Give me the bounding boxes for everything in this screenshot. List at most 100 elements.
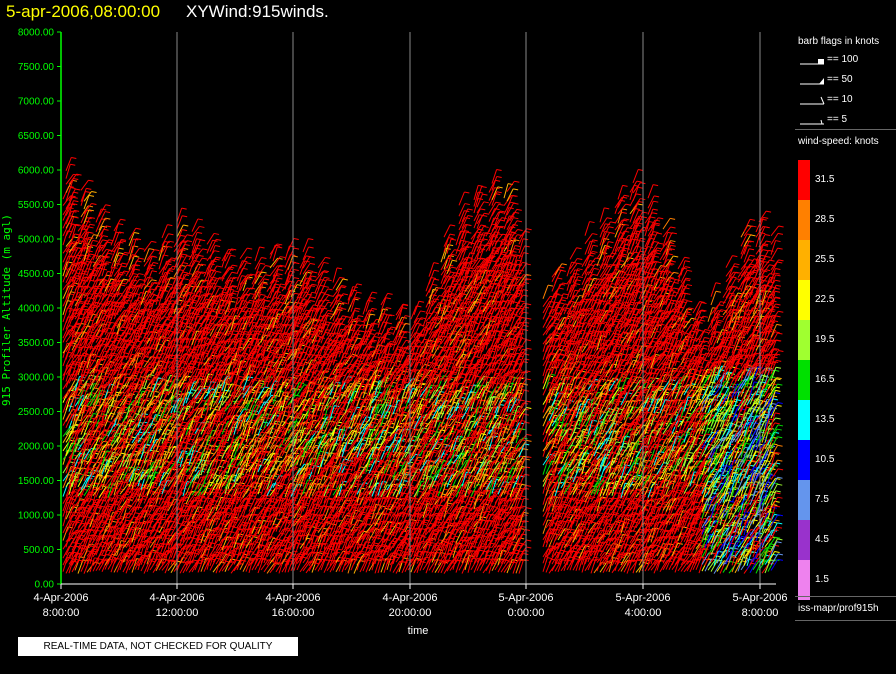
wind-barb-flag — [216, 265, 222, 268]
wind-barb-flag — [111, 429, 117, 432]
wind-barb — [83, 438, 91, 452]
wind-barb-flag — [186, 234, 193, 237]
wind-barb — [104, 541, 111, 556]
wind-barb — [107, 332, 115, 346]
wind-barb-flag — [153, 261, 159, 264]
wind-barb-flag — [183, 247, 189, 250]
wind-barb-flag — [98, 292, 105, 295]
wind-barb — [113, 544, 122, 557]
wind-barb — [101, 475, 108, 490]
wind-barb-flag — [139, 247, 145, 250]
wind-barb — [68, 224, 75, 239]
wind-barb — [110, 446, 118, 460]
wind-barb — [89, 295, 97, 309]
wind-barb — [116, 540, 122, 556]
wind-barb-flag — [206, 497, 213, 500]
wind-barb — [107, 359, 115, 373]
wind-barb — [83, 304, 92, 316]
wind-barb — [80, 421, 87, 435]
wind-barb — [68, 553, 77, 565]
wind-barb-flag — [72, 196, 78, 199]
wind-barb — [80, 433, 89, 445]
wind-barb — [86, 306, 93, 321]
wind-barb — [89, 557, 95, 573]
wind-barb-flag — [89, 216, 95, 219]
wind-barb-flag — [213, 232, 220, 235]
wind-barb — [92, 330, 101, 343]
wind-barb — [86, 234, 94, 247]
wind-barb — [77, 507, 85, 520]
wind-barb — [92, 499, 101, 512]
wind-barb — [77, 384, 86, 396]
wind-barb-flag — [116, 254, 122, 257]
wind-barb-flag — [134, 255, 140, 258]
wind-barb-flag — [216, 285, 222, 288]
wind-barb — [104, 396, 110, 412]
wind-barb — [77, 397, 85, 411]
wind-barb-flag — [167, 224, 173, 227]
wind-barb — [89, 401, 97, 415]
wind-barb — [98, 475, 105, 490]
wind-barb-flag — [94, 512, 100, 515]
wind-barb — [95, 506, 102, 520]
wind-barb — [62, 325, 70, 339]
wind-barb — [71, 247, 79, 261]
wind-barb-flag — [173, 291, 180, 294]
wind-barb — [101, 415, 110, 428]
wind-barb — [83, 273, 92, 286]
wind-barb — [62, 342, 71, 354]
wind-barb — [68, 173, 77, 185]
wind-barb — [95, 323, 103, 337]
wind-barb — [107, 483, 114, 498]
wind-barb-flag — [186, 240, 192, 243]
wind-barb — [92, 415, 99, 430]
wind-barb — [104, 534, 110, 550]
wind-barb — [68, 473, 74, 489]
wind-barb-flag — [118, 252, 124, 255]
wind-barb — [80, 545, 89, 557]
wind-barb — [116, 532, 122, 548]
wind-barb — [89, 499, 97, 512]
wind-barb — [74, 453, 81, 467]
wind-barb — [80, 179, 89, 191]
wind-barb — [110, 470, 118, 483]
wind-barb-flag — [106, 450, 112, 453]
wind-barb — [74, 473, 80, 489]
wind-barb — [83, 336, 90, 352]
wind-barb — [62, 215, 70, 229]
wind-barb — [83, 560, 90, 574]
wind-barb — [92, 285, 99, 300]
wind-barb — [101, 308, 110, 320]
wind-barb — [83, 209, 90, 224]
wind-barb — [107, 377, 115, 390]
wind-barb — [83, 430, 91, 444]
wind-barb — [62, 363, 71, 376]
wind-barb — [92, 278, 99, 293]
wind-barb-flag — [106, 327, 112, 330]
wind-barb — [68, 178, 74, 193]
wind-barb — [95, 343, 102, 358]
wind-barb-flag — [182, 271, 188, 274]
wind-barb — [89, 519, 96, 533]
wind-barb — [80, 226, 89, 238]
wind-barb-flag — [84, 242, 91, 245]
wind-barb — [68, 467, 76, 481]
wind-barb — [62, 502, 68, 517]
wind-barb — [65, 506, 73, 520]
wind-barb-flag — [74, 233, 80, 236]
wind-barb — [89, 279, 97, 293]
timestamp-title: 5-apr-2006,08:00:00 — [6, 2, 161, 21]
wind-barb-flag — [118, 223, 124, 226]
wind-barb — [92, 255, 101, 267]
wind-barb — [65, 391, 74, 404]
wind-barb — [71, 344, 78, 359]
wind-barb-flag — [134, 293, 140, 296]
wind-barb-flag — [111, 352, 118, 355]
wind-barb-flag — [187, 442, 193, 445]
wind-barb-flag — [103, 465, 109, 468]
wind-barb — [116, 309, 125, 321]
wind-barb — [68, 495, 75, 510]
wind-barb — [80, 438, 88, 453]
wind-barb — [71, 430, 79, 444]
wind-barb — [65, 241, 74, 253]
